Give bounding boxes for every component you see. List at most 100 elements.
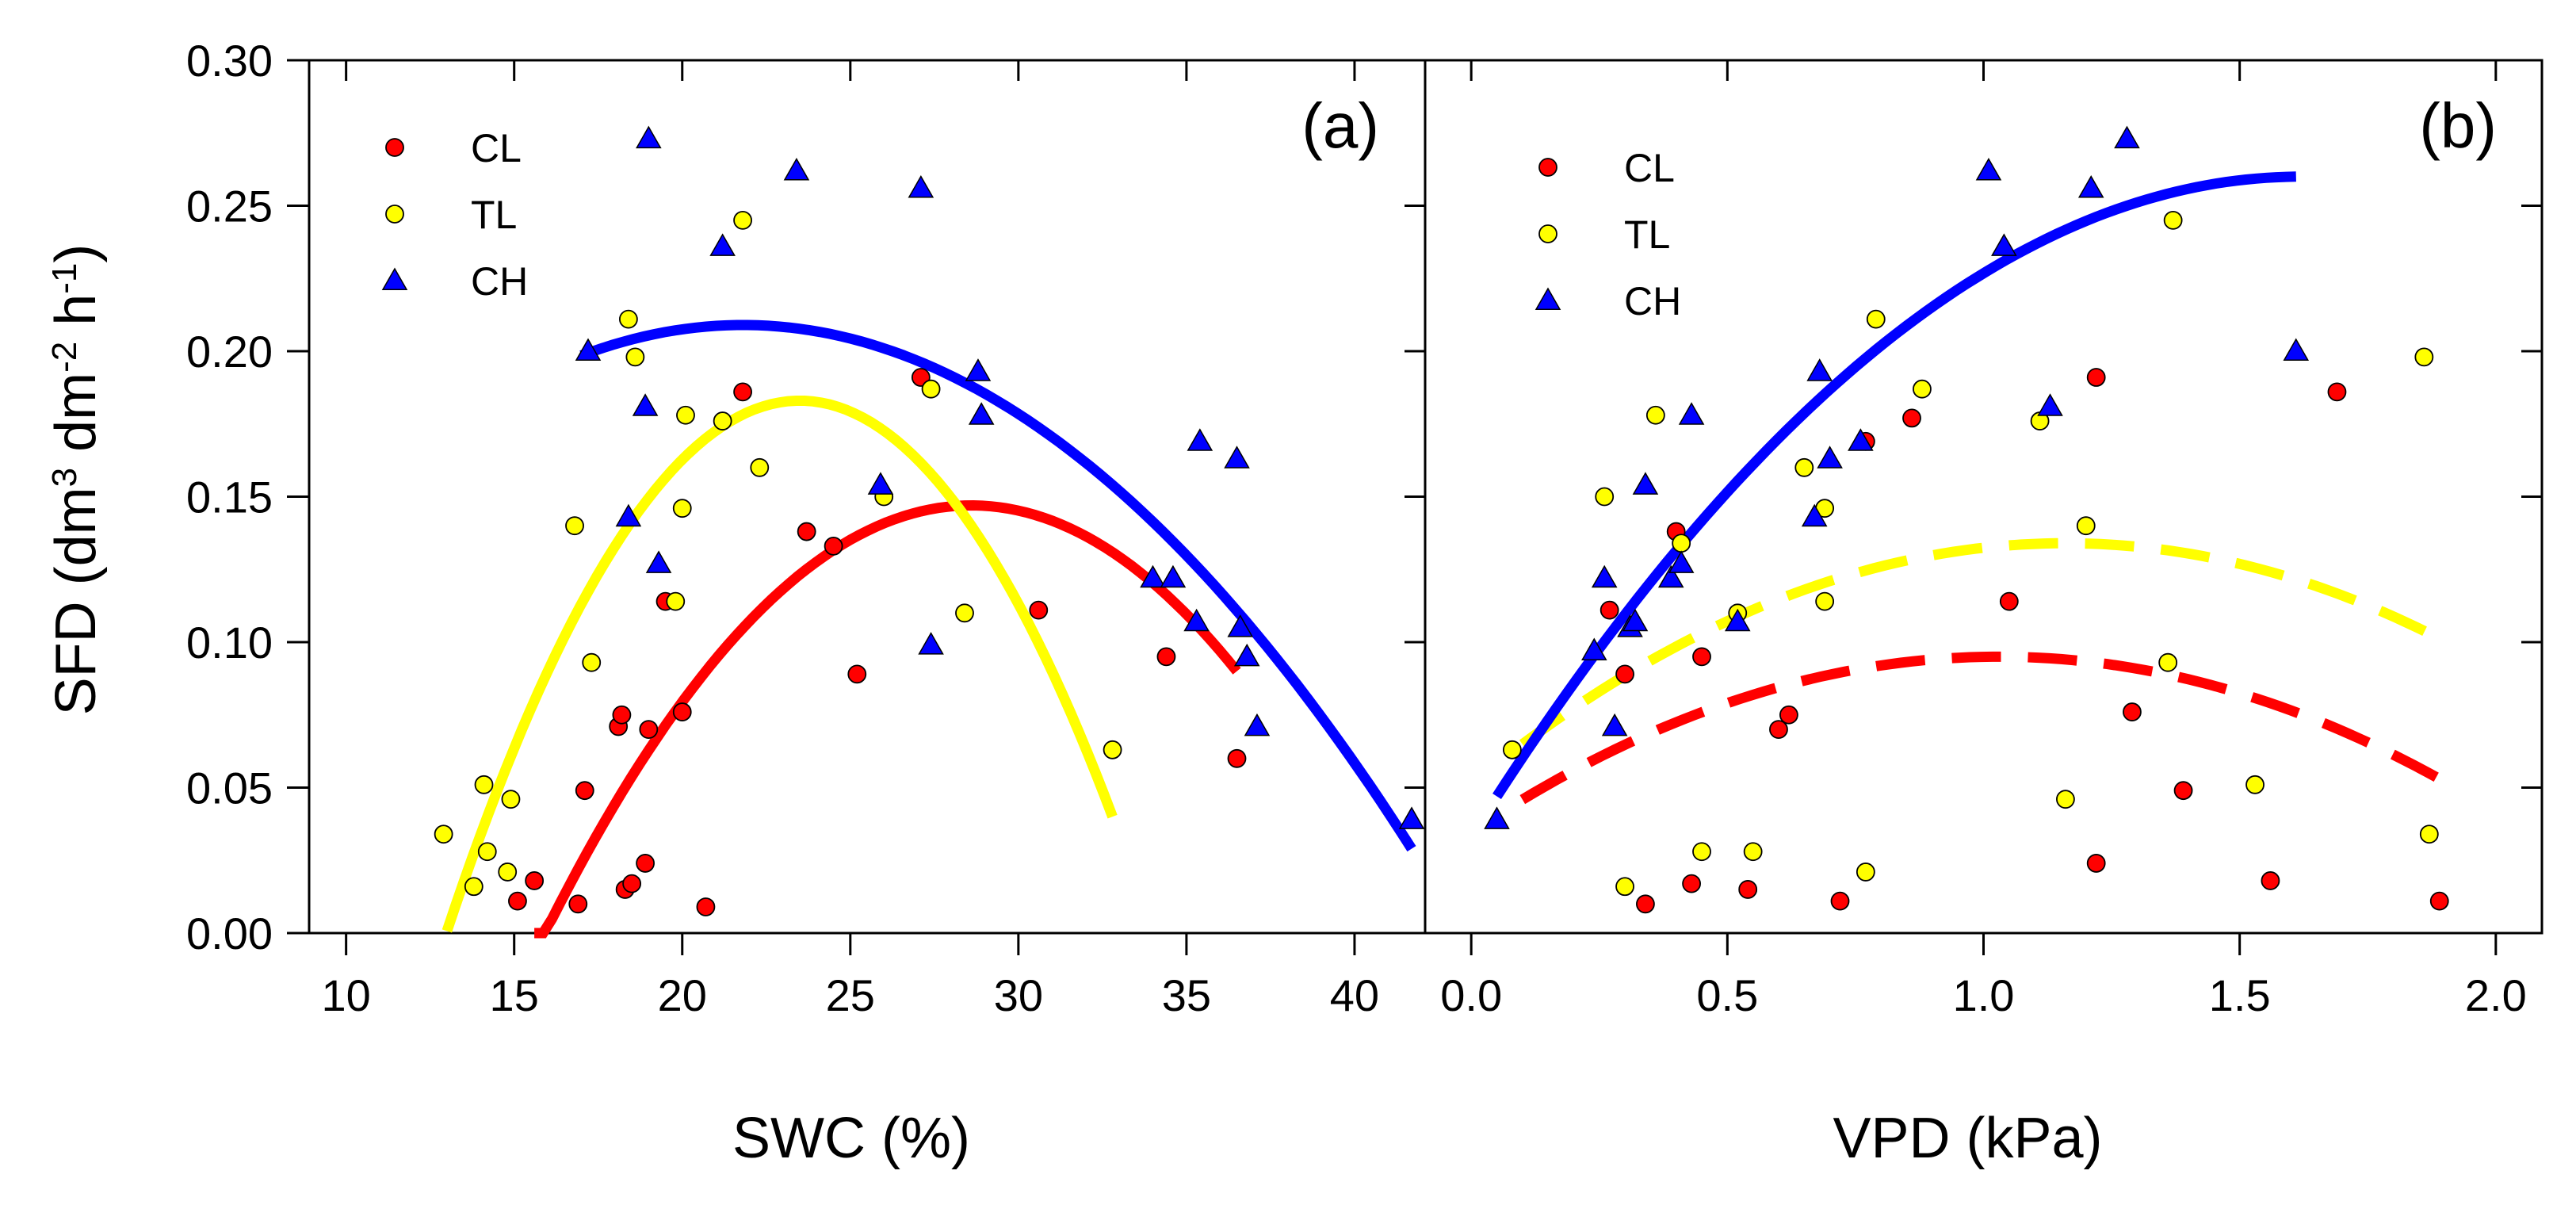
data-point-cl bbox=[636, 854, 655, 873]
data-point-tl bbox=[2245, 775, 2265, 794]
data-point-ch bbox=[709, 233, 736, 256]
data-point-tl bbox=[713, 411, 732, 430]
data-point-cl bbox=[2429, 891, 2449, 911]
legend-label-ch: CH bbox=[1624, 279, 1681, 323]
data-point-cl bbox=[1830, 891, 1850, 911]
data-point-ch bbox=[1227, 614, 1254, 637]
data-point-cl bbox=[568, 894, 588, 914]
x-tick-label: 0.5 bbox=[1696, 970, 1758, 1020]
data-point-tl bbox=[2414, 347, 2434, 367]
data-point-ch bbox=[908, 174, 934, 198]
data-point-cl bbox=[525, 871, 545, 890]
data-point-ch bbox=[1160, 564, 1187, 588]
data-point-ch bbox=[1668, 550, 1695, 573]
data-point-ch bbox=[783, 157, 810, 181]
legend-marker-cl bbox=[1538, 158, 1557, 177]
data-point-ch bbox=[1591, 564, 1618, 588]
y-tick-label: 0.10 bbox=[186, 618, 273, 668]
plot-frame bbox=[1424, 59, 2544, 935]
data-point-ch bbox=[1233, 643, 1260, 667]
data-point-cl bbox=[1029, 600, 1049, 620]
data-point-cl bbox=[575, 781, 594, 801]
data-point-tl bbox=[2056, 790, 2075, 809]
y-axis-title: SFD (dm3 dm-2 h-1) bbox=[44, 244, 108, 716]
y-tick-label: 0.30 bbox=[186, 36, 273, 86]
fit-curve-tl bbox=[1519, 537, 2432, 749]
data-point-cl bbox=[1156, 647, 1176, 667]
data-point-ch bbox=[1244, 713, 1271, 736]
data-point-cl bbox=[1769, 720, 1788, 739]
legend-marker-ch bbox=[381, 267, 408, 290]
fit-curve-ch bbox=[1492, 171, 2296, 800]
data-point-ch bbox=[1484, 806, 1510, 829]
legend-label-tl: TL bbox=[1624, 212, 1670, 257]
data-point-ch bbox=[1991, 233, 2017, 256]
fit-curve-tl bbox=[441, 396, 1118, 933]
data-point-ch bbox=[1622, 608, 1649, 632]
fit-curve-ch bbox=[579, 319, 1416, 852]
fit-curve-cl bbox=[1519, 651, 2442, 805]
data-point-ch bbox=[1817, 446, 1843, 469]
data-point-tl bbox=[750, 457, 770, 477]
legend-marker-cl bbox=[385, 138, 404, 157]
data-point-tl bbox=[498, 863, 518, 882]
x-tick-label: 20 bbox=[658, 970, 707, 1020]
data-point-tl bbox=[1856, 863, 1875, 882]
x-tick-label: 2.0 bbox=[2465, 970, 2527, 1020]
data-point-ch bbox=[1398, 806, 1425, 829]
y-tick-label: 0.15 bbox=[186, 472, 273, 522]
data-point-ch bbox=[968, 402, 995, 425]
data-point-ch bbox=[2283, 338, 2310, 361]
data-point-tl bbox=[582, 652, 602, 672]
panel-b: 0.0 0.5 1.0 1.5 2.0 VPD (kPa) (b) CL TL CH bbox=[1424, 59, 2544, 1170]
data-point-tl bbox=[1645, 405, 1665, 425]
legend-label-cl: CL bbox=[471, 126, 522, 170]
data-point-ch bbox=[1848, 428, 1874, 451]
x-tick-label: 10 bbox=[322, 970, 371, 1020]
data-point-ch bbox=[1801, 503, 1828, 527]
data-point-cl bbox=[1227, 748, 1247, 768]
data-point-cl bbox=[622, 874, 642, 893]
legend-marker-ch bbox=[1535, 287, 1561, 310]
data-point-tl bbox=[434, 824, 453, 844]
data-point-cl bbox=[508, 891, 527, 911]
data-point-cl bbox=[1682, 874, 1701, 893]
data-point-cl bbox=[612, 705, 632, 725]
data-point-tl bbox=[1502, 740, 1522, 759]
x-axis-title: SWC (%) bbox=[732, 1107, 970, 1170]
data-point-tl bbox=[2419, 824, 2439, 844]
data-point-ch bbox=[1601, 713, 1628, 736]
fit-curve-cl bbox=[534, 499, 1241, 939]
data-point-cl bbox=[672, 702, 692, 721]
data-point-ch bbox=[632, 393, 659, 416]
data-point-tl bbox=[1913, 379, 1932, 399]
data-point-tl bbox=[474, 775, 494, 794]
data-point-ch bbox=[575, 338, 602, 361]
x-tick-label: 1.0 bbox=[1953, 970, 2015, 1020]
data-point-ch bbox=[1183, 608, 1210, 632]
plot-frame bbox=[308, 59, 1427, 935]
data-point-ch bbox=[1632, 472, 1659, 495]
data-point-ch bbox=[1724, 608, 1751, 632]
y-axis-ticks: 0.00 0.05 0.10 0.15 0.20 0.25 0.30 bbox=[186, 36, 309, 958]
data-point-tl bbox=[464, 877, 483, 897]
data-point-cl bbox=[1599, 600, 1619, 620]
data-point-tl bbox=[1866, 309, 1886, 329]
data-point-cl bbox=[2086, 368, 2106, 387]
y-tick-label: 0.20 bbox=[186, 327, 273, 377]
data-point-cl bbox=[1999, 591, 2019, 611]
data-point-tl bbox=[1595, 487, 1615, 507]
x-tick-label: 1.5 bbox=[2209, 970, 2271, 1020]
legend-marker-tl bbox=[1538, 224, 1557, 243]
panel-a: 10 15 20 25 30 35 40 SWC (%) (a) CL TL CH bbox=[308, 59, 1427, 1170]
y-tick-label: 0.00 bbox=[186, 909, 273, 958]
data-point-ch bbox=[645, 550, 672, 573]
data-point-cl bbox=[696, 897, 716, 916]
data-point-cl bbox=[824, 536, 843, 556]
data-point-cl bbox=[733, 382, 752, 402]
legend-label-tl: TL bbox=[471, 193, 517, 237]
data-point-ch bbox=[1140, 564, 1166, 588]
data-point-ch bbox=[867, 472, 894, 495]
data-point-ch bbox=[615, 503, 642, 527]
data-point-ch bbox=[1580, 637, 1607, 661]
